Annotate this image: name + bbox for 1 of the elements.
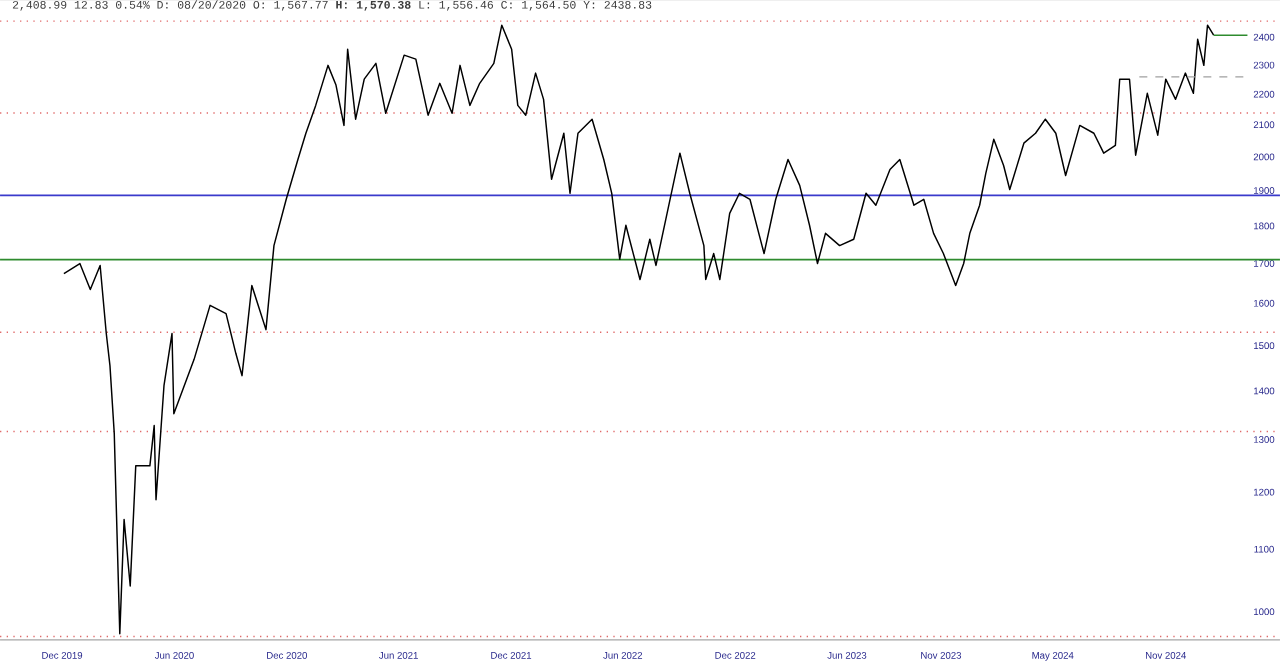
line-series bbox=[63, 24, 1215, 635]
